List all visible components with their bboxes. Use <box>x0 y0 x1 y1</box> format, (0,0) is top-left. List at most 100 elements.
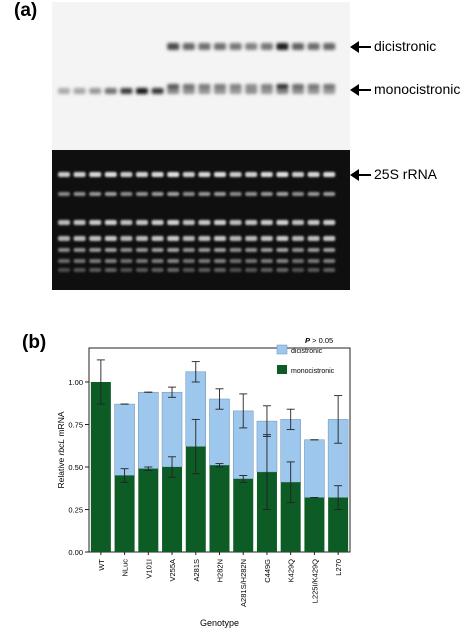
rrna-gel-band <box>260 268 273 272</box>
rrna-gel-band <box>89 236 102 241</box>
rrna-gel-band <box>292 220 304 225</box>
monocistronic-band <box>104 88 117 94</box>
rrna-gel-band <box>214 268 226 272</box>
rrna-gel-band <box>307 248 320 252</box>
rrna-gel-band <box>120 192 133 196</box>
rrna-gel-band <box>120 220 133 225</box>
rrna-gel-band <box>198 248 211 252</box>
monocistronic-band <box>136 88 148 94</box>
legend-swatch-monocistronic <box>277 365 287 374</box>
rrna-gel-band <box>323 192 336 196</box>
rrna-gel-band <box>167 220 180 225</box>
rrna-gel-band <box>73 236 86 241</box>
x-tick-label: L225I/K429Q <box>310 559 319 603</box>
rrna-gel-band <box>292 259 304 263</box>
minor-band <box>198 84 211 89</box>
rrna-gel-band <box>323 236 336 241</box>
bar-monocistronic <box>209 465 230 552</box>
rrna-gel-band <box>58 172 70 177</box>
rrna-gel-band <box>276 268 289 272</box>
rrna-gel-band <box>307 192 320 196</box>
dicistronic-band <box>323 43 336 50</box>
rrna-gel-band <box>214 259 226 263</box>
rrna-gel-band <box>292 268 304 272</box>
rrna-gel-band <box>120 259 133 263</box>
bar-monocistronic <box>162 467 183 552</box>
bar-monocistronic <box>90 382 111 552</box>
rrna-gel-band <box>151 259 164 263</box>
bar-dicistronic <box>304 439 325 498</box>
rrna-gel-band <box>104 268 117 272</box>
rrna-gel-band <box>292 172 304 177</box>
rrna-gel-band <box>260 172 273 177</box>
rrna-gel-band <box>73 172 86 177</box>
panel-a-label: (a) <box>14 0 38 21</box>
rrna-gel-band <box>229 259 242 263</box>
rrna-gel-band <box>58 259 70 263</box>
monocistronic-band <box>58 88 70 94</box>
rrna-gel-band <box>167 236 180 241</box>
rrna-gel-band <box>136 259 148 263</box>
rrna-gel-band <box>89 192 102 196</box>
rrna-gel-band <box>73 259 86 263</box>
rrna-gel-band <box>198 259 211 263</box>
rrna-gel-band <box>136 192 148 196</box>
rrna-gel-band <box>151 220 164 225</box>
rrna-gel-band <box>292 192 304 196</box>
monocistronic-band <box>292 88 304 94</box>
rrna-gel-band <box>120 172 133 177</box>
rrna-gel-band <box>104 236 117 241</box>
rrna-gel-band <box>182 192 195 196</box>
rrna-gel-band <box>229 236 242 241</box>
x-tick-label: H282N <box>216 559 225 582</box>
rrna-gel-band <box>307 220 320 225</box>
monocistronic-band <box>276 88 289 94</box>
rrna-gel-band <box>245 172 258 177</box>
gel-image <box>52 2 350 290</box>
rrna-gel-band <box>229 248 242 252</box>
y-tick-label: 1.00 <box>68 378 83 387</box>
minor-band <box>323 84 336 89</box>
rrna-gel-band <box>182 172 195 177</box>
monocistronic-band <box>89 88 102 94</box>
rrna-gel-band <box>292 248 304 252</box>
rrna-gel-band <box>307 236 320 241</box>
rrna-gel-band <box>245 268 258 272</box>
minor-band <box>307 84 320 89</box>
northern-blot <box>52 2 350 150</box>
rrna-gel-band <box>260 248 273 252</box>
rrna-gel-band <box>276 220 289 225</box>
rrna-gel-band <box>89 248 102 252</box>
bar-dicistronic <box>138 391 159 469</box>
rrna-band-label: 25S rRNA <box>374 166 438 182</box>
minor-band <box>167 84 180 89</box>
minor-band <box>292 84 304 89</box>
x-tick-label: C449G <box>263 559 272 583</box>
monocistronic-band <box>198 88 211 94</box>
rrna-gel-band <box>89 220 102 225</box>
rrna-gel-band <box>182 248 195 252</box>
rrna-gel-band <box>307 259 320 263</box>
bar-monocistronic <box>304 497 325 552</box>
dicistronic-band <box>214 43 226 50</box>
rrna-gel-band <box>58 220 70 225</box>
rrna-gel-band <box>245 248 258 252</box>
rrna-gel-band <box>276 248 289 252</box>
rrna-gel-band <box>89 268 102 272</box>
minor-band <box>245 84 258 89</box>
rrna-gel-band <box>136 236 148 241</box>
y-tick-label: 0.75 <box>68 421 83 430</box>
x-tick-label: V101I <box>144 559 153 579</box>
monocistronic-band <box>245 88 258 94</box>
rrna-gel-band <box>260 259 273 263</box>
rrna-gel-band <box>104 172 117 177</box>
rrna-gel-band <box>214 172 226 177</box>
rrna-gel-band <box>58 236 70 241</box>
x-tick-label: A281S/H282N <box>239 559 248 607</box>
rrna-gel-band <box>58 248 70 252</box>
rrna-gel-band <box>120 268 133 272</box>
minor-band <box>276 84 289 89</box>
x-tick-label: V255A <box>168 559 177 582</box>
rrna-gel-band <box>104 248 117 252</box>
rrna-gel-band <box>276 172 289 177</box>
